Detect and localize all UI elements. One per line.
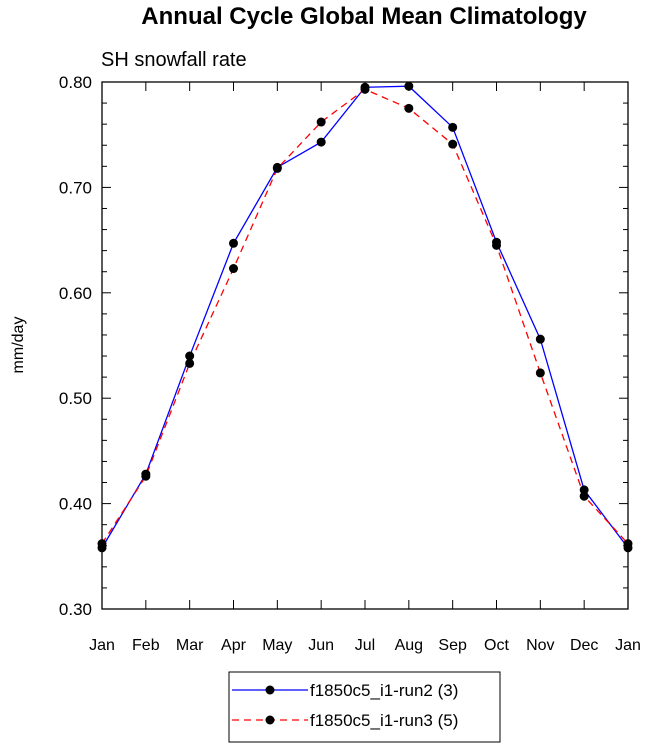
series-2-point — [448, 139, 458, 149]
plot-frame — [101, 81, 629, 610]
x-tick-label: Dec — [570, 637, 598, 654]
y-tick-label: 0.70 — [59, 178, 92, 197]
axis-ticks: 0.30 0.40 0.50 0.60 0.70 0.80 Jan Feb Mar Apr May J… — [59, 73, 641, 654]
y-tick-label: 0.80 — [59, 73, 92, 92]
x-tick-label: Feb — [132, 637, 160, 654]
x-tick-label: Jan — [89, 637, 115, 654]
y-tick-label: 0.30 — [59, 600, 92, 619]
legend-marker-2 — [265, 715, 275, 725]
x-tick-label: Jul — [355, 637, 375, 654]
y-tick-label: 0.40 — [59, 495, 92, 514]
x-tick-label: Aug — [395, 637, 423, 654]
series-2-point — [492, 240, 501, 250]
series-2-point — [185, 358, 195, 368]
series-1-point — [316, 137, 326, 147]
legend-label-1: f1850c5_i1-run2 (3) — [310, 681, 458, 700]
series-1-point — [229, 238, 238, 248]
x-tick-label: Oct — [484, 637, 509, 654]
y-tick-label: 0.60 — [59, 284, 92, 303]
series-1-point — [404, 81, 414, 91]
series-2-point — [316, 117, 326, 127]
x-tick-label: Sep — [438, 637, 467, 654]
x-tick-label: Nov — [526, 637, 554, 654]
legend-box — [228, 671, 501, 743]
series-2-point — [141, 471, 151, 481]
series-2-point — [229, 264, 238, 274]
series-1-point — [535, 334, 545, 344]
x-tick-label: Jun — [308, 637, 334, 654]
x-tick-label: May — [262, 637, 292, 654]
series-line-1 — [101, 85, 629, 549]
series-2-point — [579, 491, 589, 501]
chart-subtitle: SH snowfall rate — [101, 49, 247, 71]
y-tick-label: 0.50 — [59, 389, 92, 408]
legend-marker-1 — [265, 685, 275, 695]
y-axis-label: mm/day — [10, 317, 27, 374]
series-line-2 — [101, 88, 629, 545]
series-2-point — [404, 103, 414, 113]
series-2-point — [535, 368, 545, 378]
legend-label-2: f1850c5_i1-run3 (5) — [310, 711, 458, 730]
series-2-point — [360, 84, 370, 94]
chart-title: Annual Cycle Global Mean Climatology — [141, 3, 587, 30]
series-1-point — [448, 122, 458, 132]
x-tick-label: Jan — [615, 637, 641, 654]
series-2-point — [272, 163, 282, 173]
legend: f1850c5_i1-run2 (3) f1850c5_i1-run3 (5) — [228, 671, 501, 743]
x-tick-label: Mar — [176, 637, 204, 654]
x-tick-label: Apr — [221, 637, 247, 654]
series-1-point — [185, 351, 195, 361]
series-1-point — [579, 485, 589, 495]
series-layer — [97, 81, 633, 553]
